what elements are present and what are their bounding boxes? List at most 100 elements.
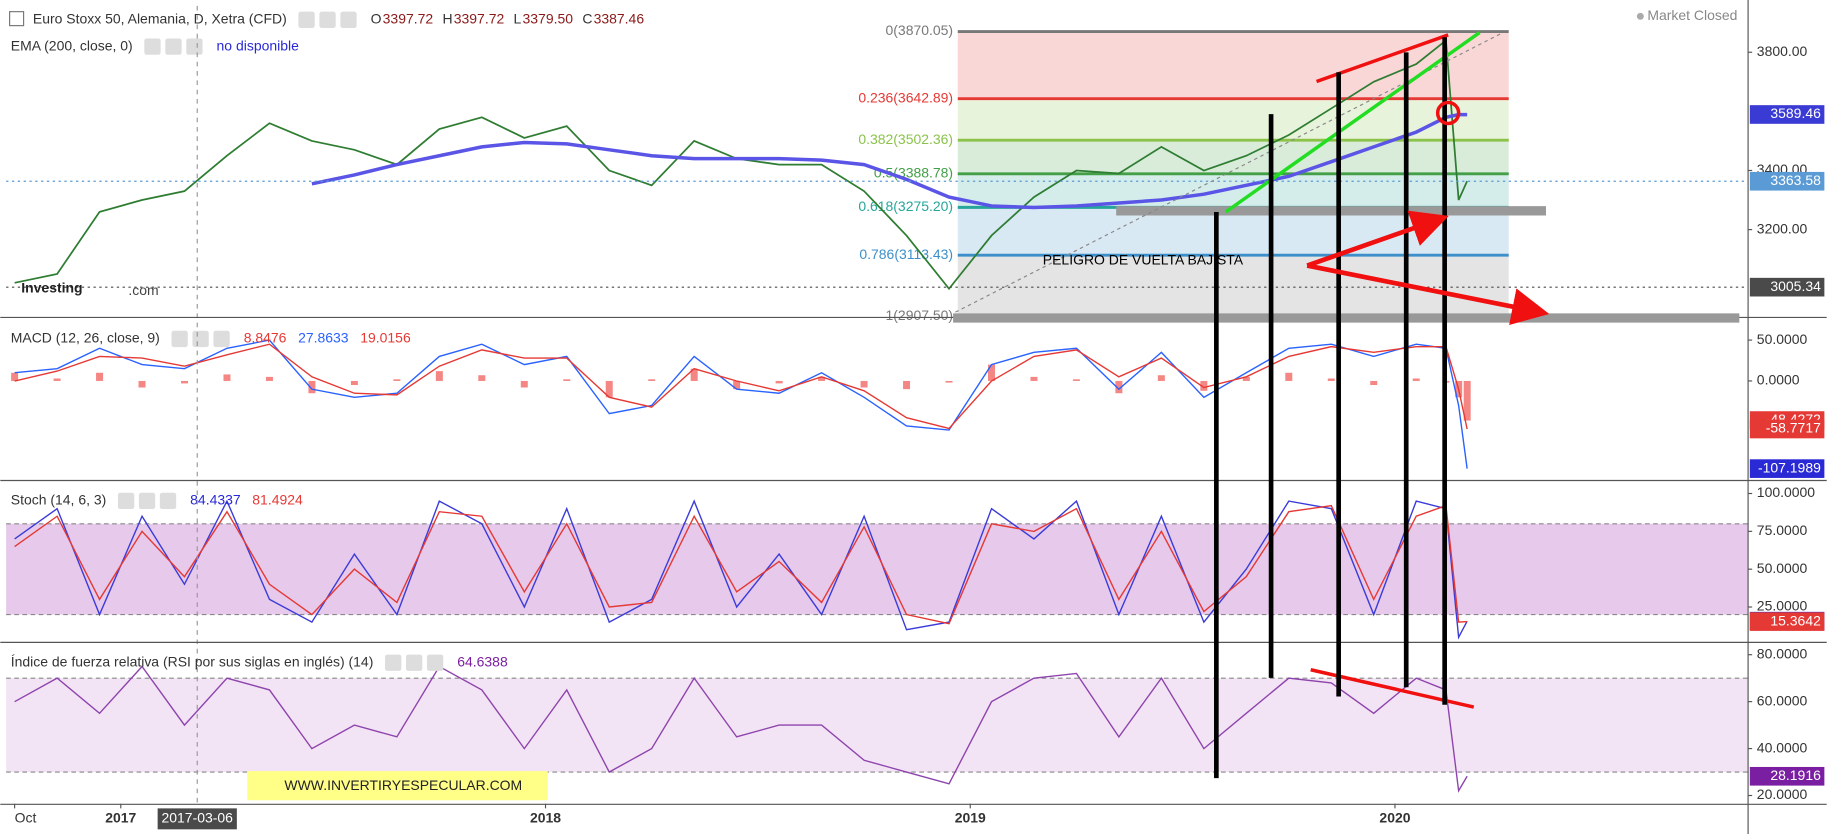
collapse-icon[interactable]	[9, 11, 25, 27]
fib-label: 0.786(3113.43)	[859, 246, 953, 262]
histogram-bar	[265, 376, 273, 381]
histogram-bar	[223, 374, 231, 381]
y-tick-label: 25.0000	[1757, 598, 1808, 614]
readout: 27.8633	[298, 330, 349, 346]
ohlc-key: H	[442, 10, 452, 26]
plot-layer: 0(3870.05) 0.236(3642.89) 0.382(3502.36) 0.…	[6, 5, 1825, 830]
x-tick-label: 2018	[530, 810, 561, 826]
header-icon	[138, 492, 156, 510]
drawings: PELIGRO DE VUELTA BAJISTA Investing .com…	[21, 7, 1740, 801]
histogram-bar	[435, 371, 443, 381]
price-tag-label: 15.3642	[1770, 612, 1821, 628]
histogram-bar	[1157, 375, 1165, 381]
readout: 8.8476	[244, 330, 287, 346]
header-icon	[159, 492, 177, 510]
histogram-bar	[1463, 380, 1471, 421]
y-tick-label: 3200.00	[1757, 220, 1808, 236]
watermark-box	[247, 771, 548, 801]
ohlc-key: O	[371, 10, 382, 26]
series-line	[14, 343, 1468, 430]
series-line	[14, 339, 1468, 469]
y-tick-label: 100.0000	[1757, 484, 1815, 500]
price-tag	[1749, 277, 1825, 297]
header-icon	[186, 38, 203, 55]
header-icon	[213, 330, 230, 348]
price-tag-label: 3005.34	[1770, 278, 1821, 294]
histogram-bar	[478, 375, 486, 381]
histogram-bar	[393, 379, 401, 381]
price-tag	[1749, 766, 1825, 786]
histogram-bar	[181, 380, 188, 384]
watermark: WWW.INVERTIRYESPECULAR.COM	[284, 777, 522, 793]
fib-label: 0.382(3502.36)	[858, 131, 953, 147]
histogram-bar	[690, 368, 698, 381]
y-tick-label: 75.0000	[1757, 522, 1808, 538]
header-icon	[340, 11, 357, 28]
histogram-bar	[818, 376, 826, 381]
fib-label: 0(3870.05)	[886, 22, 954, 38]
ohlc-value: 3397.72	[454, 10, 505, 26]
header-icon	[192, 330, 209, 348]
price-tag-label: 3363.58	[1770, 172, 1821, 188]
price-tag-label: -58.7717	[1766, 420, 1821, 436]
logo: Investing	[21, 280, 82, 296]
band	[6, 523, 1748, 615]
header-icon	[165, 38, 182, 55]
crosshair-tag	[157, 808, 237, 830]
histogram-bar	[1285, 372, 1293, 381]
y-tick-label: 40.0000	[1757, 739, 1808, 755]
fib-label: 1(2907.50)	[886, 307, 954, 323]
price-tag	[1749, 612, 1825, 631]
x-tick-label: 2020	[1379, 810, 1410, 826]
series-line	[14, 504, 1468, 625]
arrow	[1306, 263, 1550, 325]
histogram-bar	[1327, 378, 1335, 381]
header-icon	[171, 330, 188, 348]
histogram-bar	[1242, 376, 1250, 381]
arrow	[1306, 210, 1449, 268]
header-icon	[319, 11, 336, 28]
histogram-bar	[903, 380, 911, 390]
y-tick-label: 20.0000	[1757, 786, 1808, 802]
x-tick-label: 2019	[955, 810, 986, 826]
header-icon	[385, 654, 402, 671]
indicator-title: MACD (12, 26, close, 9)	[11, 330, 160, 346]
header-icon	[405, 654, 423, 671]
trend-line	[1224, 31, 1481, 214]
y-tick-label: 80.0000	[1757, 645, 1808, 661]
y-tick-label: 0.0000	[1757, 372, 1800, 388]
histogram-bar	[96, 372, 104, 381]
price-tag	[1749, 105, 1825, 124]
price-tag	[1749, 171, 1825, 191]
readout: 19.0156	[360, 330, 411, 346]
y-tick-label: 50.0000	[1757, 560, 1808, 576]
histogram-bar	[520, 380, 528, 388]
fib-band	[957, 98, 1509, 141]
ohlc-value: 3379.50	[523, 10, 574, 26]
readout: 81.4924	[252, 492, 303, 508]
status-dot	[1636, 12, 1644, 20]
y-tick-label: 60.0000	[1757, 692, 1808, 708]
fib-band	[957, 31, 1509, 99]
annotation: PELIGRO DE VUELTA BAJISTA	[1043, 252, 1244, 268]
ohlc-key: L	[514, 10, 522, 26]
series-line	[14, 38, 1468, 291]
histogram-bar	[308, 380, 316, 394]
histogram-bar	[1115, 380, 1123, 394]
price-tag	[1749, 459, 1825, 478]
price-tag-label: 28.1916	[1770, 767, 1821, 783]
x-tick-label: 2017	[105, 810, 136, 826]
histogram-bar	[605, 380, 613, 398]
histogram-bar	[1030, 376, 1038, 381]
histogram-bar	[1072, 379, 1080, 381]
ohlc-value: 3387.46	[594, 10, 645, 26]
histogram-bar	[945, 380, 953, 383]
y-tick-label: 3800.00	[1757, 43, 1808, 59]
ohlc-value: 3397.72	[383, 10, 434, 26]
logo-suffix: .com	[128, 282, 158, 298]
histogram-bar	[11, 372, 19, 381]
readout: 84.4337	[190, 492, 241, 508]
